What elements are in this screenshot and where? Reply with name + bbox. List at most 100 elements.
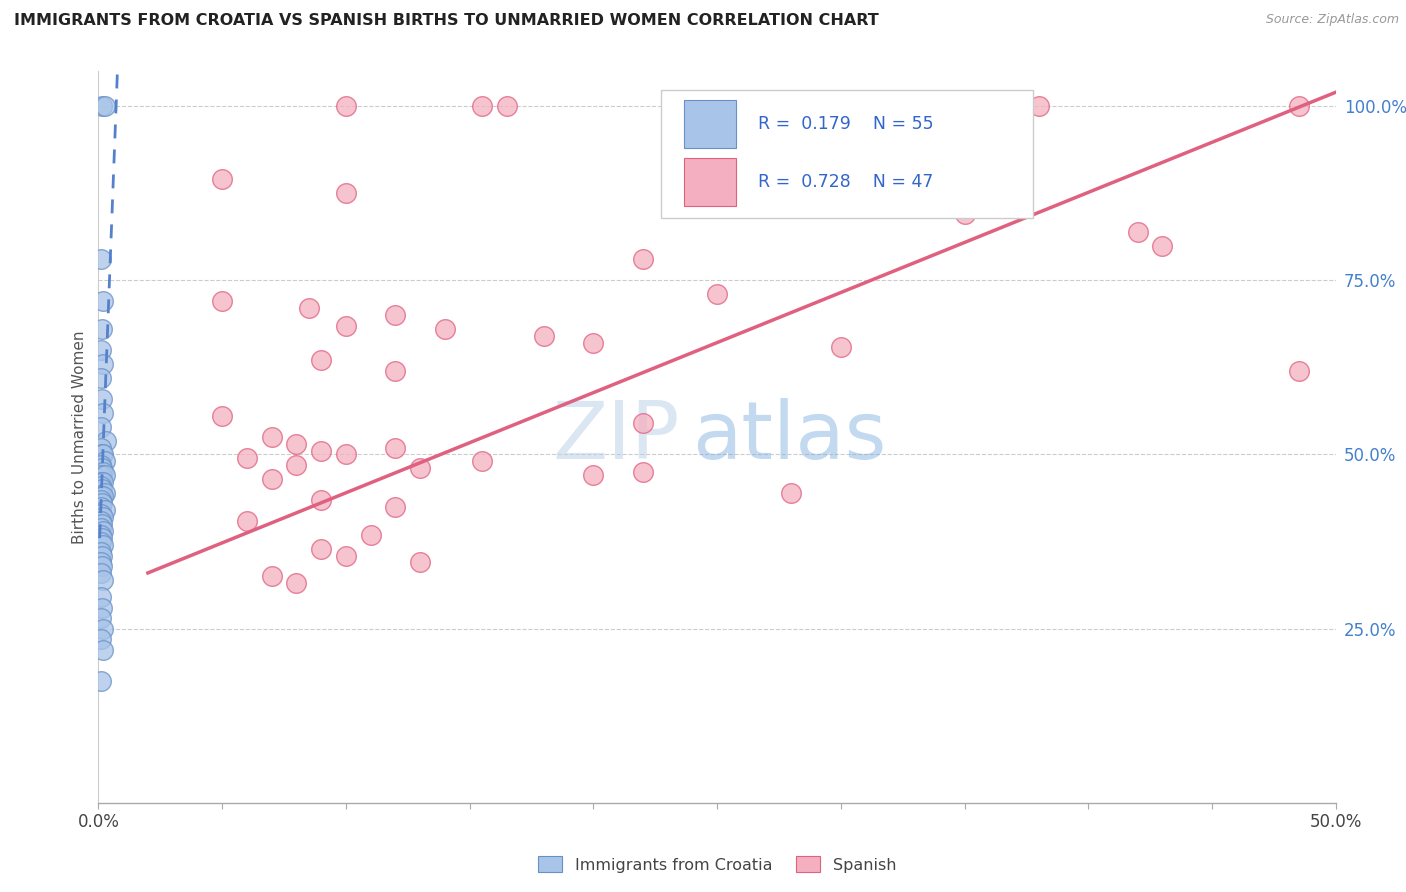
Point (90, 545, 112, 559)
Point (91, 392, 114, 406)
Point (90, 475, 112, 490)
Point (90, 527, 112, 541)
Point (90, 252, 112, 267)
Point (309, 444, 332, 458)
Point (309, 353, 332, 368)
Point (1288, 99, 1310, 113)
Point (384, 308, 406, 322)
Point (236, 514, 259, 528)
Point (495, 99, 517, 113)
Legend: Immigrants from Croatia, Spanish: Immigrants from Croatia, Spanish (531, 849, 903, 879)
Point (90, 441, 112, 455)
Point (360, 527, 382, 541)
Point (90, 492, 112, 507)
Point (93, 99, 115, 113)
Point (90, 468, 112, 483)
Point (211, 409, 233, 424)
Point (384, 441, 406, 455)
Point (90, 458, 112, 472)
Point (1028, 99, 1050, 113)
Point (90, 514, 112, 528)
Text: R =  0.728    N = 47: R = 0.728 N = 47 (758, 173, 934, 191)
Point (260, 430, 283, 444)
Point (471, 454, 494, 468)
Point (91, 517, 114, 532)
Point (91, 549, 114, 563)
Point (335, 186, 357, 201)
Point (93, 510, 115, 524)
Point (90, 479, 112, 493)
Point (90, 419, 112, 434)
Point (93, 524, 115, 538)
Point (91, 483, 114, 497)
Point (93, 448, 115, 462)
Point (384, 500, 406, 514)
Text: Source: ZipAtlas.com: Source: ZipAtlas.com (1265, 13, 1399, 27)
Point (1288, 364, 1310, 378)
Point (830, 339, 852, 353)
Point (93, 406, 115, 420)
Point (90, 632, 112, 646)
Point (335, 448, 357, 462)
Point (471, 99, 494, 113)
Point (582, 468, 605, 483)
Text: atlas: atlas (692, 398, 887, 476)
Point (90, 507, 112, 521)
Point (298, 301, 321, 316)
Point (90, 534, 112, 549)
Point (90, 500, 112, 514)
Bar (683, 101, 735, 148)
Point (93, 622, 115, 636)
Point (90, 591, 112, 605)
Point (260, 569, 283, 583)
Point (409, 461, 432, 475)
Point (93, 468, 115, 483)
Point (309, 492, 332, 507)
Text: R =  0.179    N = 55: R = 0.179 N = 55 (758, 115, 934, 133)
Point (90, 673, 112, 688)
Point (706, 287, 728, 301)
Point (90, 343, 112, 357)
Point (91, 496, 114, 510)
Bar (683, 158, 735, 205)
Point (384, 364, 406, 378)
Point (335, 99, 357, 113)
Point (93, 489, 115, 503)
Point (309, 541, 332, 556)
FancyBboxPatch shape (661, 89, 1032, 218)
Point (1152, 238, 1174, 252)
Point (93, 465, 115, 479)
Point (90, 556, 112, 570)
Point (1126, 225, 1149, 239)
Point (93, 573, 115, 587)
Point (91, 448, 114, 462)
Point (93, 294, 115, 309)
Point (236, 450, 259, 465)
Point (90, 566, 112, 580)
Point (91, 99, 114, 113)
Point (90, 371, 112, 385)
Point (780, 485, 803, 500)
Text: ZIP: ZIP (553, 398, 681, 476)
Point (285, 576, 308, 591)
Point (211, 294, 233, 309)
Point (91, 461, 114, 475)
Point (91, 531, 114, 545)
Point (533, 329, 555, 343)
Point (93, 485, 115, 500)
Point (93, 454, 115, 468)
Point (285, 437, 308, 451)
Point (335, 318, 357, 333)
Point (631, 252, 654, 267)
Point (93, 538, 115, 552)
Point (91, 322, 114, 336)
Point (409, 556, 432, 570)
Point (91, 558, 114, 573)
Point (91, 600, 114, 615)
Point (260, 472, 283, 486)
Text: IMMIGRANTS FROM CROATIA VS SPANISH BIRTHS TO UNMARRIED WOMEN CORRELATION CHART: IMMIGRANTS FROM CROATIA VS SPANISH BIRTH… (14, 13, 879, 29)
Point (94, 434, 117, 448)
Point (285, 458, 308, 472)
Point (90, 489, 112, 503)
Point (953, 207, 976, 221)
